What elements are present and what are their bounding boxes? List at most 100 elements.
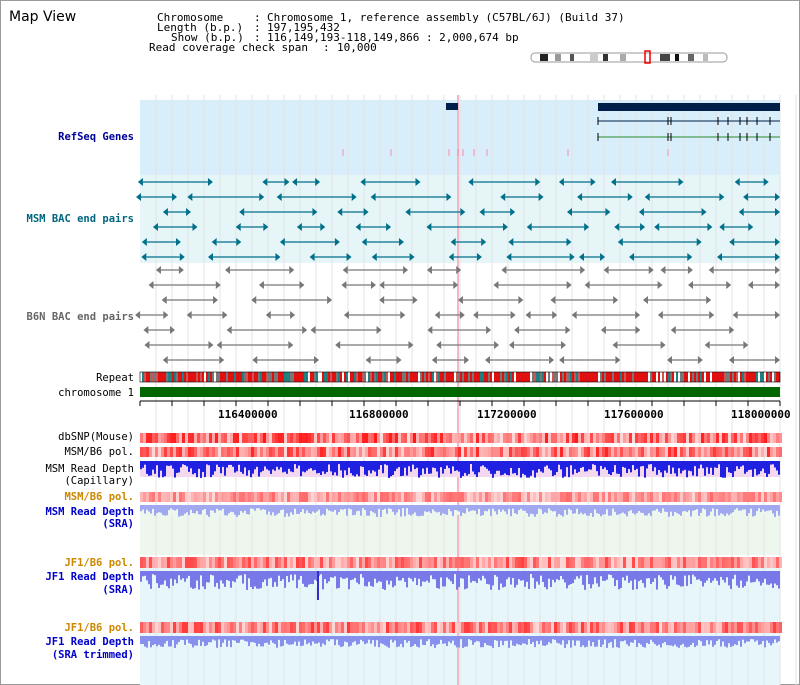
msm-depth-cap [320,461,322,475]
msm-b6-pol2-heat [251,492,254,502]
msm-b6-pol2-heat [188,492,191,502]
msm-b6-pol-heat [296,447,299,457]
msm-depth-cap [596,461,598,472]
msm-depth-sra [172,505,174,510]
jf1-b6-pol2-heat [221,622,224,633]
msm-depth-sra [512,505,514,509]
msm-b6-pol2-heat [200,492,203,502]
jf1-depth-trim [554,636,556,640]
repeat-segment [334,372,336,382]
track-label-msm-bac[interactable]: MSM BAC end pairs [26,213,134,225]
msm-b6-pol-heat [563,447,566,457]
repeat-segment [766,372,768,382]
jf1-depth-sra [238,571,240,576]
jf1-depth-trim [634,636,636,640]
b6n-bac-pair-end [252,356,258,364]
msm-depth-cap [670,461,672,474]
jf1-depth-sra [418,571,420,579]
jf1-depth-sra [392,571,394,588]
jf1-depth-sra [274,571,276,583]
jf1-depth-sra [232,571,234,582]
jf1-b6-pol-heat [674,557,677,568]
msm-b6-pol2-heat [494,492,497,502]
msm-b6-pol2-heat [731,492,734,502]
repeat-segment [488,372,490,382]
msm-bac-pair-end [409,253,415,261]
jf1-b6-pol2-heat [353,622,356,633]
dbsnp-heat [194,433,197,443]
msm-depth-cap [752,461,754,477]
jf1-depth-sra [164,571,166,581]
msm-depth-sra [558,505,560,515]
track-label-refseq[interactable]: RefSeq Genes [58,131,134,143]
msm-b6-pol2-heat [581,492,584,502]
msm-b6-pol-heat [518,447,521,457]
jf1-depth-trim [426,636,428,642]
msm-b6-pol-heat [248,447,251,457]
jf1-depth-sra [436,571,438,589]
msm-depth-cap [392,461,394,475]
jf1-depth-trim [428,636,430,640]
jf1-depth-sra [402,571,404,579]
b6n-bac-pair-end [290,311,296,319]
msm-b6-pol-heat [338,447,341,457]
repeat-segment [516,372,518,382]
jf1-b6-pol-heat [476,557,479,568]
dbsnp-heat [536,433,539,443]
jf1-depth-trim [220,636,222,647]
msm-bac-pair-end [775,193,780,201]
jf1-depth-sra [748,571,750,576]
msm-depth-cap [412,461,414,465]
dbsnp-heat [152,433,155,443]
msm-b6-pol2-heat [587,492,590,502]
msm-depth-cap [154,461,156,474]
msm-b6-pol2-heat [179,492,182,502]
jf1-depth-trim [416,636,418,647]
jf1-depth-trim [608,636,610,644]
msm-depth-sra [334,505,336,511]
jf1-depth-trim [230,636,232,648]
jf1-b6-pol2-heat [446,622,449,633]
msm-depth-cap [400,461,402,477]
jf1-depth-trim [284,636,286,640]
jf1-b6-pol2-heat [362,622,365,633]
jf1-depth-sra [758,571,760,582]
repeat-segment [248,372,250,382]
jf1-depth-sra [562,571,564,580]
repeat-segment [198,372,200,382]
msm-depth-cap [546,461,548,466]
jf1-b6-pol2-heat [509,622,512,633]
dbsnp-heat [332,433,335,443]
jf1-b6-pol-heat [329,557,332,568]
jf1-depth-trim [178,636,180,642]
msm-b6-pol-heat [149,447,152,457]
msm-depth-sra [276,505,278,515]
track-label-jf1-b6-pol-2: JF1/B6 pol. [64,622,134,634]
jf1-depth-trim [586,636,588,647]
msm-depth-cap [162,461,164,478]
jf1-b6-pol2-heat [557,622,560,633]
dbsnp-heat [620,433,623,443]
msm-bac-pair-end [617,238,623,246]
jf1-b6-pol2-heat [404,622,407,633]
msm-depth-sra [490,505,492,516]
msm-depth-cap [482,461,484,466]
track-label-b6n-bac[interactable]: B6N BAC end pairs [26,311,134,323]
msm-depth-cap [590,461,592,470]
msm-bac-pair-end [644,193,650,201]
jf1-depth-trim [348,636,350,647]
dbsnp-heat [671,433,674,443]
msm-depth-sra [240,505,242,511]
msm-depth-sra [718,505,720,516]
msm-depth-sra [438,505,440,512]
jf1-depth-trim [326,636,328,640]
ideogram-band [570,54,574,61]
jf1-depth-sra [546,571,548,590]
msm-depth-sra [282,505,284,510]
jf1-b6-pol2-heat [632,622,635,633]
msm-b6-pol2-heat [590,492,593,502]
dbsnp-heat [566,433,569,443]
jf1-depth-trim [156,636,158,647]
